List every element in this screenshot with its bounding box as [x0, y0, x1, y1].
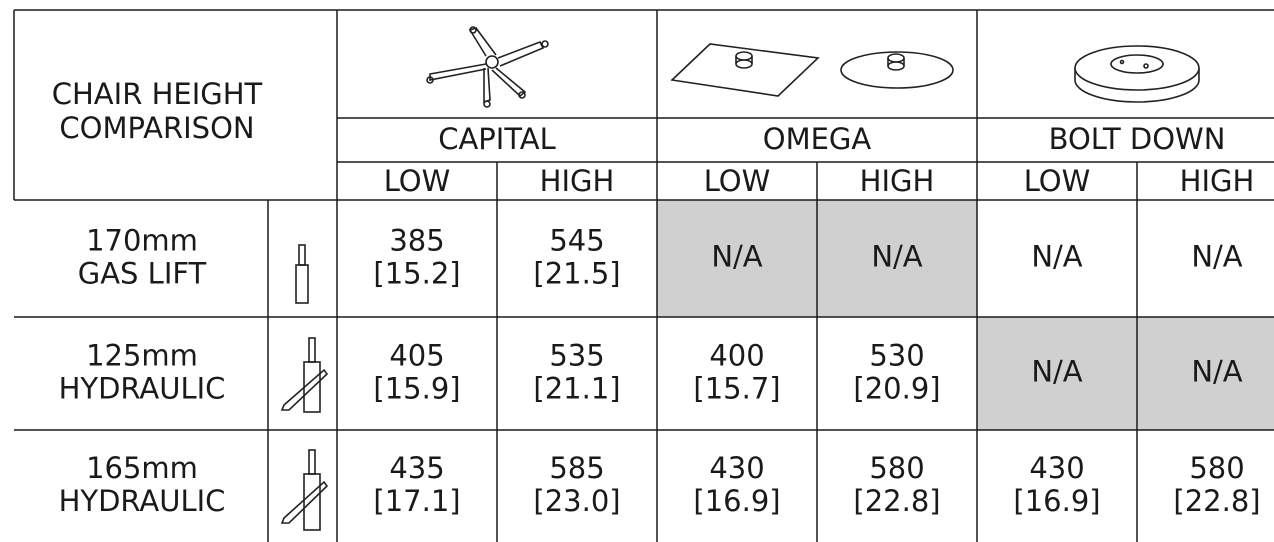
row-label: 165mm [86, 451, 198, 485]
cell-value: 580 [869, 451, 924, 485]
cell-value: N/A [1191, 240, 1242, 274]
cell-value: 530 [869, 339, 924, 373]
cell-value: 585 [549, 451, 604, 485]
cell-value: [17.1] [373, 484, 460, 518]
column-header: HIGH [540, 164, 615, 198]
row-label: 125mm [86, 339, 198, 373]
hydraulic-icon [280, 337, 329, 413]
hydraulic-icon [280, 449, 329, 531]
cell-value: N/A [711, 240, 762, 274]
cell-value: 430 [1029, 451, 1084, 485]
table-title: COMPARISON [59, 111, 254, 145]
capital-base-icon [426, 26, 549, 108]
cell-value: 435 [389, 451, 444, 485]
row-label: GAS LIFT [78, 257, 207, 291]
table-title: CHAIR HEIGHT [52, 77, 263, 111]
shaded-cell [1137, 317, 1274, 430]
cell-value: 405 [389, 339, 444, 373]
row-label: 170mm [86, 224, 198, 258]
omega-base-icon [670, 43, 954, 97]
column-header: LOW [704, 164, 771, 198]
cell-value: [22.8] [1173, 484, 1260, 518]
cell-value: [16.9] [693, 484, 780, 518]
cell-value: [20.9] [853, 372, 940, 406]
cell-value: 580 [1189, 451, 1244, 485]
cell-value: 400 [709, 339, 764, 373]
cell-value: N/A [1031, 355, 1082, 389]
cell-value: [15.2] [373, 257, 460, 291]
cell-value: [15.7] [693, 372, 780, 406]
cell-value: [21.1] [533, 372, 620, 406]
cell-value: N/A [871, 240, 922, 274]
column-header: LOW [384, 164, 451, 198]
cell-value: 535 [549, 339, 604, 373]
gas-lift-icon [295, 244, 309, 304]
column-header: HIGH [860, 164, 935, 198]
cell-value: [16.9] [1013, 484, 1100, 518]
shading [657, 200, 1274, 430]
group-name: CAPITAL [438, 122, 556, 156]
shaded-cell [657, 200, 817, 317]
cell-value: N/A [1031, 240, 1082, 274]
cell-value: [22.8] [853, 484, 940, 518]
cell-value: [23.0] [533, 484, 620, 518]
cell-value: [15.9] [373, 372, 460, 406]
bolt-down-base-icon [1074, 45, 1200, 103]
grid [13, 9, 1274, 542]
group-name: BOLT DOWN [1049, 122, 1226, 156]
cell-value: N/A [1191, 355, 1242, 389]
cell-value: 385 [389, 224, 444, 258]
row-label: HYDRAULIC [59, 372, 226, 406]
cell-value: [21.5] [533, 257, 620, 291]
shaded-cell [817, 200, 977, 317]
cell-value: 545 [549, 224, 604, 258]
group-name: OMEGA [763, 122, 872, 156]
row-label: HYDRAULIC [59, 484, 226, 518]
cell-value: 430 [709, 451, 764, 485]
shaded-cell [977, 317, 1137, 430]
column-header: HIGH [1180, 164, 1255, 198]
column-header: LOW [1024, 164, 1091, 198]
